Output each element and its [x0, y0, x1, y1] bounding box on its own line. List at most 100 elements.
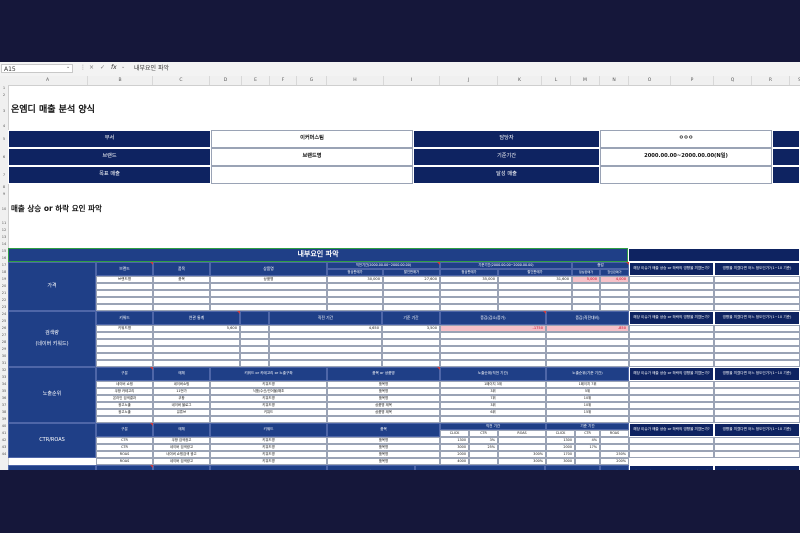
formula-input[interactable]: 내부요인 파악	[134, 65, 170, 72]
answer-cell[interactable]	[629, 346, 714, 353]
col-header[interactable]: 직전 기간	[269, 311, 382, 325]
row-header[interactable]: 33	[1, 375, 7, 379]
rank-cell[interactable]: 쿠팡	[153, 395, 210, 402]
search-cell[interactable]	[153, 360, 240, 367]
col-header[interactable]: 매체	[153, 367, 210, 381]
ctr-cell[interactable]	[575, 451, 600, 458]
price-cell[interactable]: 브랜드명	[96, 276, 153, 283]
price-cell[interactable]	[600, 304, 629, 311]
search-cell[interactable]	[240, 339, 269, 346]
answer-cell[interactable]	[629, 283, 714, 290]
col-header[interactable]: 노출순위(직전 기간)	[440, 367, 546, 381]
column-header[interactable]: H	[327, 76, 384, 85]
ctr-cell[interactable]: 3000	[546, 458, 575, 465]
ctr-cell[interactable]: 300%	[498, 451, 546, 458]
col-subheader[interactable]: ROAS	[600, 430, 629, 437]
price-cell[interactable]	[210, 297, 327, 304]
search-cell[interactable]: 4,650	[269, 325, 382, 332]
price-cell[interactable]	[600, 283, 629, 290]
col-header[interactable]: 정상판매가	[327, 269, 383, 276]
col-header[interactable]: 기준 기간	[546, 423, 629, 430]
info-label[interactable]: 달성 매출	[413, 166, 600, 184]
col-header[interactable]: 증감	[572, 262, 629, 269]
price-cell[interactable]	[498, 290, 572, 297]
price-cell[interactable]: 30,000	[327, 276, 383, 283]
col-header[interactable]: 행사내용	[415, 465, 545, 470]
ctr-cell[interactable]: 키워드명	[210, 451, 327, 458]
price-cell[interactable]	[440, 297, 498, 304]
search-cell[interactable]	[96, 346, 153, 353]
side-question[interactable]: 영향을 끼쳤다면 어느 정도인가?(1~10 기준)	[714, 465, 800, 470]
row-header[interactable]: 5	[2, 137, 6, 141]
answer-cell[interactable]	[629, 451, 714, 458]
row-header[interactable]: 23	[1, 305, 7, 309]
price-cell[interactable]	[572, 297, 600, 304]
section-title[interactable]: 매출 상승 or 하락 요인 파악	[11, 204, 102, 214]
function-icon[interactable]: fx	[111, 64, 117, 71]
search-cell[interactable]	[440, 339, 546, 346]
rank-cell[interactable]: 네이버 쇼핑	[96, 381, 153, 388]
answer-cell[interactable]	[714, 381, 800, 388]
side-question[interactable]: 해당 이슈가 매출 상승 or 하락의 영향을 끼쳤는가?	[629, 367, 714, 381]
col-header[interactable]: 기간	[327, 465, 415, 470]
side-question[interactable]: 해당 이슈가 매출 상승 or 하락의 영향을 끼쳤는가?	[629, 262, 714, 276]
info-label[interactable]	[772, 130, 800, 148]
ctr-cell[interactable]: 품목명	[327, 437, 440, 444]
sheet-title[interactable]: 온엠디 매출 분석 양식	[11, 105, 95, 116]
rank-cell[interactable]	[96, 416, 153, 423]
rank-cell[interactable]: 온라인 검색결과	[96, 395, 153, 402]
ctr-cell[interactable]: 품목명	[327, 458, 440, 465]
col-subheader[interactable]: CTR	[575, 430, 600, 437]
col-header[interactable]: 정상판매가	[572, 269, 600, 276]
price-cell[interactable]: 상품명	[210, 276, 327, 283]
header-band[interactable]	[628, 248, 800, 262]
row-header[interactable]: 6	[2, 155, 6, 159]
rank-cell[interactable]	[546, 416, 629, 423]
col-header[interactable]: 기준 기간	[382, 311, 440, 325]
search-cell[interactable]	[382, 332, 440, 339]
col-header[interactable]: 품목	[210, 465, 327, 470]
row-header[interactable]: 10	[1, 207, 7, 211]
info-label[interactable]: 담당자	[413, 130, 600, 148]
row-header[interactable]: 22	[1, 298, 7, 302]
search-cell[interactable]: -850	[546, 325, 629, 332]
search-cell[interactable]	[440, 346, 546, 353]
name-box[interactable]: A15	[1, 64, 73, 73]
rank-cell[interactable]	[440, 416, 546, 423]
row-header[interactable]: 28	[1, 340, 7, 344]
answer-cell[interactable]	[629, 304, 714, 311]
search-cell[interactable]	[153, 332, 240, 339]
price-cell[interactable]	[210, 304, 327, 311]
price-cell[interactable]: 4,000	[600, 276, 629, 283]
ctr-cell[interactable]: 17%	[575, 444, 600, 451]
rank-cell[interactable]: 네이버 블로그	[153, 402, 210, 409]
rank-cell[interactable]: 쿠팡 카테고리	[96, 388, 153, 395]
search-cell[interactable]	[240, 353, 269, 360]
column-header[interactable]: R	[752, 76, 790, 85]
search-cell[interactable]	[153, 346, 240, 353]
ctr-cell[interactable]: 품목명	[327, 451, 440, 458]
ctr-cell[interactable]: 네이버 검색광고	[153, 458, 210, 465]
column-header[interactable]: I	[384, 76, 440, 85]
search-cell[interactable]	[96, 353, 153, 360]
info-label[interactable]	[772, 166, 800, 184]
search-cell[interactable]	[153, 339, 240, 346]
side-question[interactable]: 영향을 끼쳤다면 어느 정도인가?(1~10 기준)	[714, 262, 800, 276]
price-cell[interactable]	[96, 304, 153, 311]
rank-cell[interactable]	[327, 416, 440, 423]
col-header[interactable]: 기준기간(2000.00.00~2000.00.00)	[440, 262, 572, 269]
rank-cell[interactable]: 키워드명	[210, 381, 327, 388]
col-header[interactable]: 매체	[153, 423, 210, 437]
search-cell[interactable]: 3,500	[382, 325, 440, 332]
price-cell[interactable]	[153, 283, 210, 290]
row-header[interactable]: 26	[1, 326, 7, 330]
rank-cell[interactable]: 15위	[546, 409, 629, 416]
price-cell[interactable]	[327, 283, 383, 290]
answer-cell[interactable]	[714, 346, 800, 353]
col-header[interactable]: 할인판매가	[498, 269, 572, 276]
rank-cell[interactable]: 1페이지 7위	[546, 381, 629, 388]
answer-cell[interactable]	[629, 339, 714, 346]
col-header[interactable]: 매체	[153, 465, 210, 470]
internal-title[interactable]: 내부요인 파악	[8, 248, 628, 262]
info-value[interactable]: 이커머스팀	[211, 130, 413, 148]
